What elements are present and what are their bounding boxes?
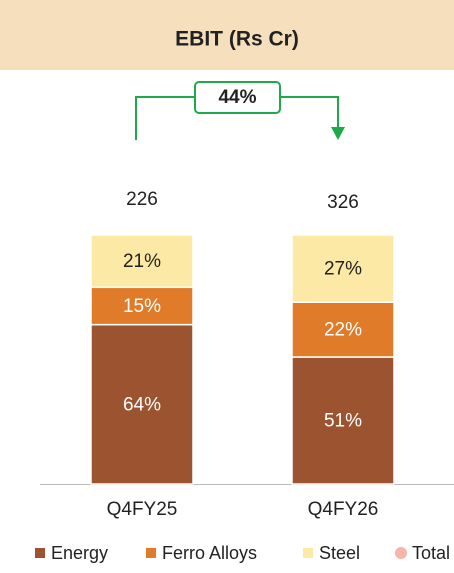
bar-segment bbox=[291, 356, 395, 485]
growth-box bbox=[194, 81, 281, 114]
data-label: 21% bbox=[123, 251, 161, 272]
bar-segment bbox=[291, 234, 395, 303]
data-label: 51% bbox=[324, 411, 362, 432]
data-label: 22% bbox=[324, 320, 362, 341]
data-label: 64% bbox=[123, 394, 161, 415]
total-label: 226 bbox=[126, 189, 158, 210]
legend-swatch bbox=[35, 548, 45, 558]
legend-label: Energy bbox=[51, 543, 108, 563]
legend-label: Steel bbox=[319, 543, 360, 563]
bar-segment bbox=[291, 301, 395, 358]
legend-label: Ferro Alloys bbox=[162, 543, 257, 563]
bar-segment bbox=[90, 286, 194, 326]
legend-swatch bbox=[303, 548, 313, 558]
data-label: 15% bbox=[123, 296, 161, 317]
title-band bbox=[0, 0, 454, 70]
x-tick-label: Q4FY25 bbox=[107, 499, 178, 520]
legend-swatch bbox=[395, 547, 407, 559]
data-label: 27% bbox=[324, 259, 362, 280]
bar-segment bbox=[90, 323, 194, 485]
growth-arrowhead bbox=[331, 127, 345, 140]
growth-label: 44% bbox=[218, 87, 256, 108]
total-label: 326 bbox=[327, 192, 359, 213]
legend-label: Total bbox=[412, 543, 450, 563]
legend-swatch bbox=[146, 548, 156, 558]
bar-segment bbox=[90, 234, 194, 289]
chart-title: EBIT (Rs Cr) bbox=[175, 28, 299, 51]
x-tick-label: Q4FY26 bbox=[308, 499, 379, 520]
